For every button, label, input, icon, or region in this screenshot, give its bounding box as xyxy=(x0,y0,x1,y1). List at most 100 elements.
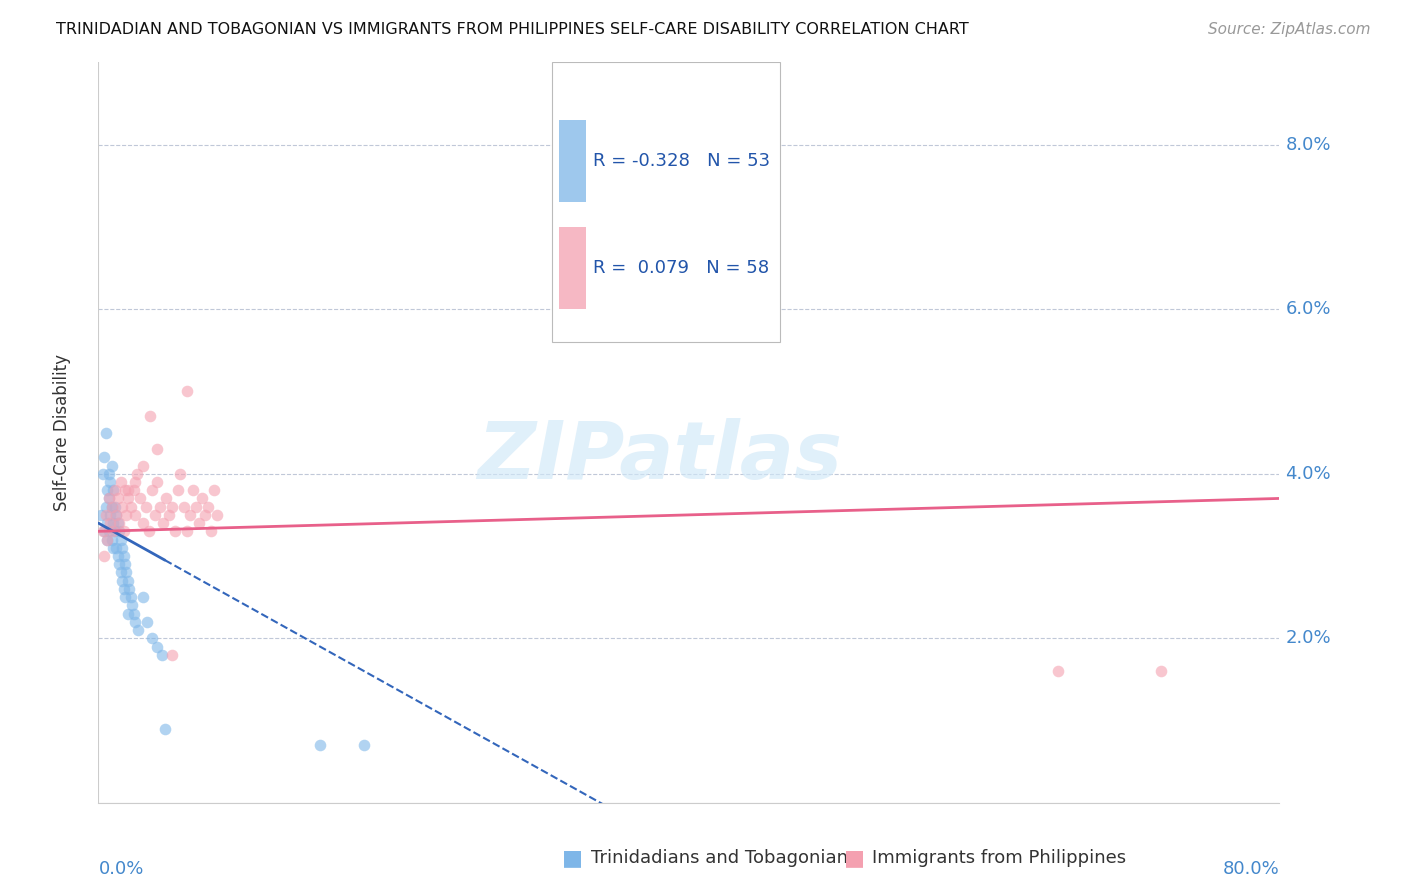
Point xyxy=(112,524,135,539)
Point xyxy=(117,574,139,588)
Point xyxy=(165,524,187,539)
Point xyxy=(97,524,120,539)
Text: Self-Care Disability: Self-Care Disability xyxy=(52,354,70,511)
Point xyxy=(205,508,228,522)
Point xyxy=(91,467,114,481)
Point xyxy=(111,574,134,588)
Point xyxy=(1150,664,1173,678)
Point xyxy=(176,524,198,539)
Point xyxy=(110,566,132,580)
Point xyxy=(98,475,121,489)
Text: 0.0%: 0.0% xyxy=(98,861,143,879)
Bar xyxy=(560,227,585,310)
Text: 2.0%: 2.0% xyxy=(1285,629,1331,648)
Point xyxy=(111,500,134,514)
Point xyxy=(118,582,141,596)
Point xyxy=(96,483,118,498)
Point xyxy=(94,508,117,522)
Text: ■: ■ xyxy=(844,848,865,868)
Point xyxy=(135,500,157,514)
Point xyxy=(124,508,146,522)
Point xyxy=(111,541,134,555)
Point xyxy=(108,524,131,539)
Point xyxy=(104,524,127,539)
Point xyxy=(117,483,139,498)
Point xyxy=(153,722,176,736)
Point xyxy=(128,491,150,506)
Point xyxy=(114,483,136,498)
Point xyxy=(194,508,217,522)
Point xyxy=(167,483,190,498)
Point xyxy=(309,738,332,752)
Point xyxy=(94,425,117,440)
Point xyxy=(117,491,139,506)
Point xyxy=(155,491,177,506)
Point xyxy=(100,533,122,547)
Point xyxy=(146,640,169,654)
Point xyxy=(107,491,129,506)
Point xyxy=(100,500,122,514)
Point xyxy=(108,516,131,530)
Point xyxy=(184,500,207,514)
Point xyxy=(121,599,143,613)
Text: Source: ZipAtlas.com: Source: ZipAtlas.com xyxy=(1208,22,1371,37)
Point xyxy=(132,516,155,530)
Text: ZIPatlas: ZIPatlas xyxy=(477,418,842,496)
Point xyxy=(122,607,145,621)
Point xyxy=(98,508,121,522)
Point xyxy=(181,483,204,498)
Point xyxy=(96,516,118,530)
Point xyxy=(200,524,222,539)
Point xyxy=(112,582,135,596)
Point xyxy=(124,475,146,489)
Point xyxy=(115,508,138,522)
Point xyxy=(91,524,114,539)
Point xyxy=(103,483,125,498)
Text: R =  0.079   N = 58: R = 0.079 N = 58 xyxy=(593,259,769,277)
Point xyxy=(179,508,201,522)
Point xyxy=(105,541,128,555)
Point xyxy=(107,549,129,563)
Point xyxy=(112,549,135,563)
Point xyxy=(114,590,136,604)
Point xyxy=(96,533,118,547)
Point xyxy=(124,615,146,629)
FancyBboxPatch shape xyxy=(551,62,780,343)
Point xyxy=(103,541,125,555)
Text: 80.0%: 80.0% xyxy=(1223,861,1279,879)
Text: ■: ■ xyxy=(562,848,583,868)
Point xyxy=(100,458,122,473)
Point xyxy=(97,467,120,481)
Point xyxy=(104,500,127,514)
Point xyxy=(96,533,118,547)
Point xyxy=(107,516,129,530)
Point xyxy=(122,483,145,498)
Point xyxy=(152,516,174,530)
Point xyxy=(105,508,128,522)
Point xyxy=(169,467,191,481)
Point xyxy=(132,458,155,473)
Point xyxy=(143,508,166,522)
Point xyxy=(100,500,122,514)
Point xyxy=(110,533,132,547)
Point xyxy=(125,467,148,481)
Point xyxy=(94,500,117,514)
Point xyxy=(146,442,169,456)
Point xyxy=(162,648,183,662)
Text: Trinidadians and Tobagonians: Trinidadians and Tobagonians xyxy=(591,849,856,867)
Text: 6.0%: 6.0% xyxy=(1285,301,1331,318)
Point xyxy=(90,508,112,522)
Point xyxy=(104,483,127,498)
Point xyxy=(105,508,128,522)
Point xyxy=(146,475,169,489)
Point xyxy=(353,738,375,752)
Point xyxy=(173,500,195,514)
Point xyxy=(149,500,172,514)
Point xyxy=(136,615,159,629)
Point xyxy=(93,524,115,539)
Point xyxy=(120,500,142,514)
Text: Immigrants from Philippines: Immigrants from Philippines xyxy=(872,849,1126,867)
Point xyxy=(1046,664,1069,678)
Point xyxy=(197,500,219,514)
Point xyxy=(139,409,162,424)
